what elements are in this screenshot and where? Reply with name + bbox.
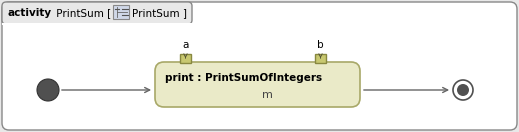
Text: print : PrintSumOfIntegers: print : PrintSumOfIntegers [165, 73, 322, 83]
Circle shape [453, 80, 473, 100]
Circle shape [457, 84, 469, 96]
Text: activity: activity [8, 8, 52, 18]
FancyBboxPatch shape [180, 54, 191, 63]
FancyBboxPatch shape [2, 2, 517, 130]
FancyBboxPatch shape [2, 2, 192, 24]
Text: b: b [317, 40, 324, 50]
FancyBboxPatch shape [315, 54, 326, 63]
Text: m: m [262, 90, 273, 100]
Circle shape [37, 79, 59, 101]
Text: a: a [182, 40, 189, 50]
Text: PrintSum [: PrintSum [ [53, 8, 111, 18]
FancyBboxPatch shape [155, 62, 360, 107]
FancyBboxPatch shape [113, 5, 129, 19]
Text: PrintSum ]: PrintSum ] [132, 8, 187, 18]
